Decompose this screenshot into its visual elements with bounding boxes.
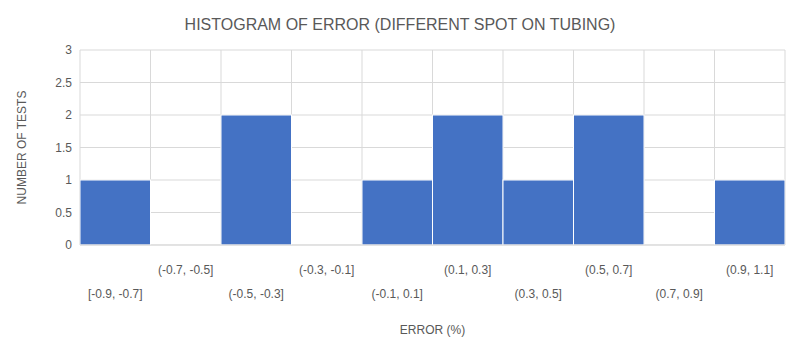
y-tick-label: 0 — [65, 238, 72, 252]
x-tick-label: (0.3, 0.5] — [515, 287, 562, 301]
x-tick-label: (-0.5, -0.3] — [229, 287, 284, 301]
title: HISTOGRAM OF ERROR (DIFFERENT SPOT ON TU… — [185, 16, 616, 33]
x-axis-label: ERROR (%) — [400, 323, 465, 337]
x-tick-label: (0.1, 0.3] — [444, 263, 491, 277]
x-tick-label: (-0.3, -0.1] — [299, 263, 354, 277]
x-tick-label: (0.9, 1.1] — [726, 263, 773, 277]
y-tick-label: 2.5 — [55, 76, 72, 90]
x-tick-label: (-0.1, 0.1] — [372, 287, 423, 301]
bar — [715, 180, 786, 245]
background — [0, 0, 800, 349]
y-tick-label: 1.5 — [55, 141, 72, 155]
bar — [433, 115, 504, 245]
x-tick-label: (-0.7, -0.5] — [158, 263, 213, 277]
bar — [80, 180, 151, 245]
bar — [574, 115, 645, 245]
bar — [221, 115, 292, 245]
y-tick-label: 1 — [65, 173, 72, 187]
x-tick-label: (0.7, 0.9] — [656, 287, 703, 301]
y-axis-label: NUMBER OF TESTS — [15, 91, 29, 205]
chart: 0 0.5 1 1.5 2 2.5 3 [-0.9, -0.7] (-0.7, -0.5] (-0… — [0, 0, 800, 349]
bars — [80, 115, 785, 245]
bar — [362, 180, 433, 245]
y-tick-label: 3 — [65, 43, 72, 57]
y-tick-label: 0.5 — [55, 206, 72, 220]
x-tick-label: [-0.9, -0.7] — [88, 287, 143, 301]
x-tick-label: (0.5, 0.7] — [585, 263, 632, 277]
bar — [503, 180, 574, 245]
grid-line — [80, 245, 785, 246]
y-tick-label: 2 — [65, 108, 72, 122]
x-axis — [80, 245, 785, 246]
